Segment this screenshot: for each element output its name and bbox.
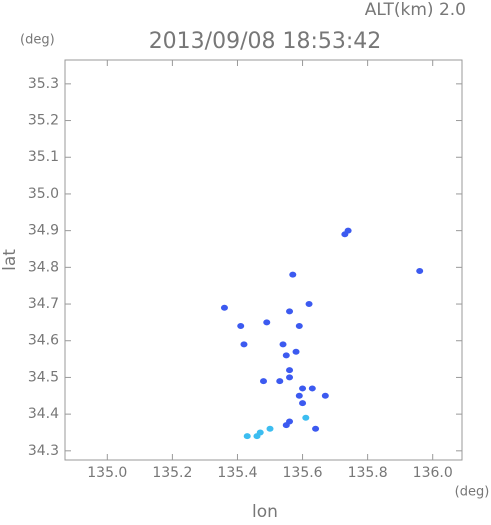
chart-title: 2013/09/08 18:53:42 <box>149 29 382 54</box>
echo-cell <box>299 385 307 392</box>
echo-cell <box>263 319 271 326</box>
echo-cell <box>292 348 300 355</box>
x-tick-label: 135.4 <box>217 465 257 481</box>
x-tick-label: 135.0 <box>87 465 127 481</box>
subtitle: ALT(km) 2.0 <box>365 0 466 20</box>
y-tick-label: 34.9 <box>28 223 59 239</box>
x-tick-label: 135.6 <box>283 465 323 481</box>
y-tick-label: 35.1 <box>28 149 59 165</box>
x-tick-label: 136.0 <box>413 465 453 481</box>
echo-cell <box>286 308 294 315</box>
y-tick-label: 34.8 <box>28 259 59 275</box>
y-tick-label: 34.4 <box>28 406 59 422</box>
echo-cell <box>276 378 284 385</box>
echo-cell <box>286 374 294 381</box>
x-unit: (deg) <box>455 485 490 500</box>
echo-cell <box>243 433 251 440</box>
echo-cell <box>341 231 349 238</box>
x-tick-label: 135.2 <box>152 465 192 481</box>
y-tick-label: 34.7 <box>28 296 59 312</box>
echo-cell <box>286 367 294 374</box>
echo-cell <box>299 400 307 407</box>
y-tick-label: 34.5 <box>28 369 59 385</box>
echo-cell <box>305 301 313 308</box>
echo-cell <box>240 341 248 348</box>
echo-cell <box>282 352 290 359</box>
echo-cell <box>266 425 274 432</box>
echo-cell <box>321 392 329 399</box>
echo-cell <box>260 378 267 385</box>
y-axis-label: lat <box>0 249 20 271</box>
echo-cell <box>295 392 303 399</box>
plot-frame <box>64 59 463 461</box>
y-tick-label: 34.6 <box>28 333 59 349</box>
echo-cell <box>302 414 310 421</box>
echo-cell <box>289 271 297 278</box>
echo-cell <box>282 422 290 429</box>
echo-cell <box>416 268 424 275</box>
y-unit: (deg) <box>20 33 55 48</box>
echo-cell <box>308 385 316 392</box>
y-tick-label: 35.3 <box>28 76 59 92</box>
echo-cell <box>295 323 303 330</box>
y-tick-label: 35.2 <box>28 113 59 129</box>
x-axis-label: lon <box>252 502 278 521</box>
echo-cell <box>237 323 245 330</box>
echo-cell <box>312 425 320 432</box>
y-tick-label: 35.0 <box>28 186 59 202</box>
echo-cell <box>220 304 228 311</box>
echo-cell <box>279 341 287 348</box>
x-tick-label: 135.8 <box>348 465 388 481</box>
echo-cell <box>253 433 261 440</box>
y-tick-label: 34.3 <box>28 443 59 459</box>
